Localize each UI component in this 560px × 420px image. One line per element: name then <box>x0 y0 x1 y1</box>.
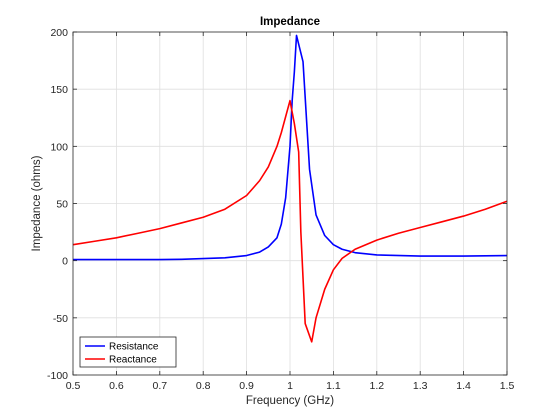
chart-title: Impedance <box>260 16 320 28</box>
x-tick-label: 1.4 <box>456 380 471 392</box>
y-tick-label: 50 <box>56 199 68 211</box>
x-tick-label: 1.2 <box>369 380 384 392</box>
legend-label-resistance: Resistance <box>109 342 159 353</box>
x-tick-label: 1 <box>287 380 293 392</box>
reactance-line <box>72 99 508 343</box>
x-tick-label: 0.7 <box>152 380 167 392</box>
y-tick-label: -50 <box>53 313 68 325</box>
y-tick-label: 200 <box>50 27 68 39</box>
x-tick-label: 1.5 <box>500 380 515 392</box>
legend-label-reactance: Reactance <box>109 355 157 366</box>
y-axis-label: Impedance (ohms) <box>31 155 43 251</box>
x-tick-label: 0.9 <box>239 380 254 392</box>
y-tick-label: -100 <box>47 370 68 382</box>
ticks: 0.5 0.6 0.7 0.8 0.9 1 1.1 1.2 1.3 1.4 1.5 -100 -50 0 5… <box>47 27 514 392</box>
legend-box <box>79 336 177 368</box>
x-tick-label: 0.6 <box>109 380 124 392</box>
grid-lines <box>73 32 507 375</box>
series-layer <box>72 34 508 343</box>
legend: Resistance Reactance <box>79 336 177 368</box>
y-tick-label: 150 <box>50 84 68 96</box>
y-tick-label: 0 <box>62 256 68 268</box>
x-tick-label: 1.1 <box>326 380 341 392</box>
x-tick-label: 0.5 <box>66 380 81 392</box>
y-tick-label: 100 <box>50 141 68 153</box>
x-tick-label: 1.3 <box>413 380 428 392</box>
x-tick-label: 0.8 <box>196 380 211 392</box>
x-axis-label: Frequency (GHz) <box>246 395 334 407</box>
